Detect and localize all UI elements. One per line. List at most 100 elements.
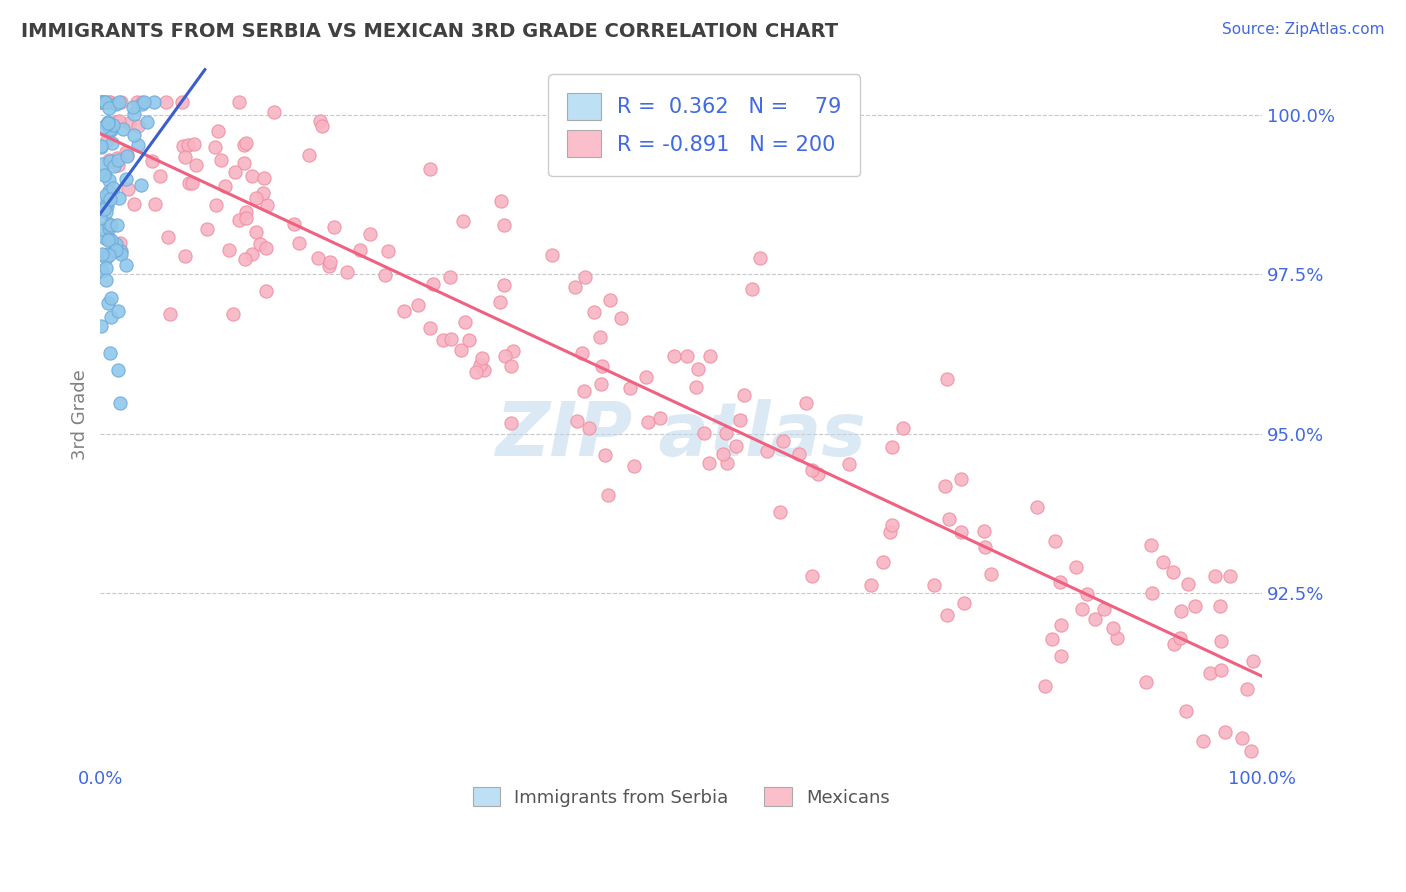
Point [571, 346, 593, 360]
Point [90, 95, 112, 110]
Point [101, 118, 124, 132]
Point [105, 152, 128, 166]
Point [97, 296, 120, 310]
Point [1049, 574, 1071, 589]
Point [451, 214, 474, 228]
Point [145, 196, 167, 211]
Point [90, 203, 112, 218]
Point [108, 114, 131, 128]
Point [1170, 604, 1192, 618]
Point [98, 153, 121, 168]
Point [97, 116, 120, 130]
Point [1050, 618, 1073, 632]
Point [596, 488, 619, 502]
Point [458, 334, 481, 348]
Point [938, 512, 960, 526]
Point [502, 344, 524, 359]
Point [157, 230, 180, 244]
Point [699, 349, 721, 363]
Point [1236, 681, 1258, 696]
Point [318, 255, 340, 269]
Point [118, 115, 141, 129]
Point [540, 248, 562, 262]
Point [377, 244, 399, 259]
Point [96, 117, 118, 131]
Point [240, 247, 263, 261]
Point [335, 265, 357, 279]
Point [879, 525, 901, 540]
Point [177, 176, 200, 190]
Point [235, 211, 257, 226]
Point [100, 291, 122, 305]
Point [96, 199, 118, 213]
Point [117, 182, 139, 196]
Point [422, 277, 444, 292]
Point [256, 198, 278, 212]
Point [101, 136, 124, 150]
Point [686, 361, 709, 376]
Point [492, 278, 515, 293]
Point [209, 153, 232, 167]
Point [235, 136, 257, 150]
Point [950, 524, 973, 539]
Point [591, 359, 613, 373]
Point [578, 420, 600, 434]
Point [97, 114, 120, 128]
Point [108, 95, 131, 110]
Point [311, 119, 333, 133]
Point [872, 555, 894, 569]
Point [90, 138, 112, 153]
Point [228, 213, 250, 227]
Point [468, 358, 491, 372]
Point [93, 168, 115, 182]
Point [91, 157, 114, 171]
Point [94, 169, 117, 183]
Point [595, 448, 617, 462]
Point [1142, 586, 1164, 600]
Point [96, 260, 118, 275]
Point [101, 181, 124, 195]
Point [90, 319, 112, 334]
Point [589, 330, 612, 344]
Point [283, 217, 305, 231]
Point [115, 145, 138, 160]
Point [94, 272, 117, 286]
Point [619, 381, 641, 395]
Point [711, 447, 734, 461]
Point [1209, 634, 1232, 648]
Point [419, 321, 441, 335]
Point [94, 95, 117, 110]
Point [184, 158, 207, 172]
Point [91, 264, 114, 278]
Point [934, 479, 956, 493]
Point [100, 123, 122, 137]
Point [859, 578, 882, 592]
Point [233, 156, 256, 170]
Point [980, 566, 1002, 581]
Point [789, 447, 811, 461]
Point [195, 222, 218, 236]
Point [91, 247, 114, 261]
Point [733, 388, 755, 402]
Point [800, 568, 823, 582]
Point [93, 202, 115, 217]
Point [124, 196, 146, 211]
Point [288, 236, 311, 251]
Point [662, 349, 685, 363]
Point [1184, 599, 1206, 613]
Point [132, 95, 155, 110]
Point [115, 258, 138, 272]
Point [1070, 602, 1092, 616]
Point [609, 311, 631, 326]
Point [806, 467, 828, 482]
Point [489, 295, 512, 310]
Point [499, 416, 522, 430]
Point [309, 114, 332, 128]
Text: IMMIGRANTS FROM SERBIA VS MEXICAN 3RD GRADE CORRELATION CHART: IMMIGRANTS FROM SERBIA VS MEXICAN 3RD GR… [21, 22, 838, 41]
Point [572, 384, 595, 398]
Point [172, 139, 194, 153]
Point [1241, 654, 1264, 668]
Point [105, 243, 128, 257]
Point [716, 425, 738, 440]
Point [349, 244, 371, 258]
